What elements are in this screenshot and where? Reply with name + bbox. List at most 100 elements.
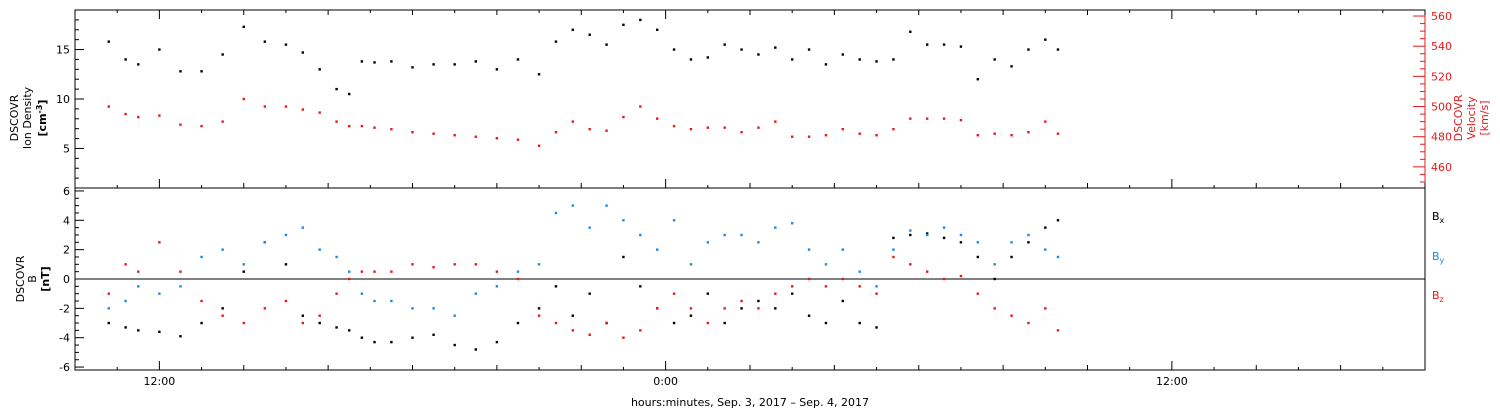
- magnetic-field-ylabel-line3: [nT]: [39, 266, 52, 291]
- by-point: [335, 255, 338, 259]
- plasma-left-ylabel-unit: [cm-3]: [35, 100, 49, 137]
- by-point: [959, 233, 963, 237]
- bx-point: [774, 307, 777, 310]
- density-point: [672, 48, 676, 51]
- by-point: [655, 248, 659, 251]
- bz-point: [179, 270, 182, 273]
- bx-point: [390, 340, 393, 344]
- density-point: [516, 58, 520, 61]
- density-point: [976, 78, 980, 81]
- by-point: [571, 204, 575, 207]
- by-point: [453, 314, 456, 317]
- bz-point: [976, 292, 980, 295]
- density-point: [858, 58, 861, 61]
- by-point: [942, 226, 946, 229]
- by-point: [689, 263, 693, 266]
- by-point: [892, 248, 895, 251]
- velocity-ytick-label: 560: [1431, 10, 1452, 23]
- bz-point: [706, 321, 710, 325]
- velocity-point: [622, 115, 625, 119]
- by-point: [242, 263, 245, 266]
- by-point: [757, 241, 760, 244]
- bz-point: [959, 274, 963, 278]
- velocity-point: [740, 130, 743, 134]
- by-point: [137, 285, 140, 288]
- by-point: [925, 233, 929, 237]
- by-point: [858, 270, 861, 273]
- magnetic-field-ylabel-line2: B: [26, 275, 39, 283]
- density-point: [348, 92, 351, 96]
- density-point: [757, 53, 760, 56]
- density-point: [588, 33, 591, 36]
- density-point: [1010, 65, 1013, 68]
- bz-point: [263, 307, 267, 310]
- velocity-point: [453, 134, 456, 137]
- density-point: [373, 61, 376, 64]
- by-point: [875, 285, 878, 288]
- by-point: [124, 299, 127, 303]
- density-point: [740, 48, 743, 51]
- plasma-right-ylabel-line2: Velocity: [1465, 96, 1478, 140]
- velocity-point: [360, 124, 364, 128]
- density-point: [124, 58, 127, 61]
- by-point: [158, 292, 161, 295]
- velocity-point: [605, 129, 608, 132]
- b-ytick-label: -2: [59, 302, 70, 315]
- bx-point: [723, 321, 726, 325]
- bx-point: [639, 285, 642, 288]
- bz-point: [740, 299, 743, 303]
- bx-point: [858, 321, 861, 325]
- bx-point: [757, 299, 760, 303]
- velocity-point: [571, 120, 575, 123]
- density-point: [453, 63, 456, 66]
- bz-point: [571, 329, 575, 332]
- bx-point: [158, 330, 161, 334]
- by-point: [537, 263, 541, 266]
- bz-point: [875, 292, 878, 295]
- x-tick-label: 12:00: [1156, 375, 1188, 388]
- by-point: [318, 248, 321, 251]
- bz-point: [516, 277, 520, 281]
- velocity-point: [689, 127, 693, 131]
- velocity-ytick-label: 540: [1431, 40, 1452, 53]
- density-point: [639, 18, 642, 22]
- by-point: [774, 226, 777, 229]
- density-point: [841, 53, 845, 56]
- bz-point: [723, 307, 726, 310]
- density-point: [605, 43, 608, 46]
- by-point: [622, 219, 625, 222]
- bx-point: [554, 285, 558, 288]
- plasma-panel: 5 10 15 460 480 500 520 540 560 DSCOVR Ion Densi…: [8, 9, 1491, 189]
- bx-point: [221, 307, 224, 310]
- velocity-point: [200, 124, 203, 128]
- bz-point: [925, 270, 929, 273]
- by-point: [1027, 233, 1030, 237]
- plasma-left-ylabel-unit-exponent: -3: [35, 105, 44, 114]
- bz-point: [554, 321, 558, 325]
- bz-point: [453, 263, 456, 266]
- magnetic-field-data: [107, 204, 1060, 351]
- velocity-point: [1044, 120, 1047, 123]
- bz-point: [757, 307, 760, 310]
- velocity-point: [976, 134, 980, 137]
- bx-point: [689, 314, 693, 317]
- bx-point: [200, 321, 203, 325]
- by-point: [390, 299, 393, 303]
- x-tick-label: 12:00: [144, 375, 176, 388]
- velocity-point: [390, 127, 393, 131]
- velocity-point: [537, 144, 541, 147]
- velocity-point: [1056, 132, 1060, 135]
- velocity-point: [242, 97, 245, 101]
- bx-point: [516, 321, 520, 325]
- velocity-point: [335, 120, 338, 123]
- bz-point: [318, 314, 321, 317]
- by-point: [179, 285, 182, 288]
- density-ytick-label: 10: [56, 93, 70, 106]
- x-axis-label: hours:minutes, Sep. 3, 2017 – Sep. 4, 20…: [631, 396, 869, 409]
- velocity-point: [757, 126, 760, 129]
- velocity-ytick-label: 460: [1431, 161, 1452, 174]
- by-point: [301, 226, 305, 229]
- density-point: [909, 30, 912, 33]
- bx-point: [959, 241, 963, 244]
- b-ytick-label: 0: [63, 273, 70, 286]
